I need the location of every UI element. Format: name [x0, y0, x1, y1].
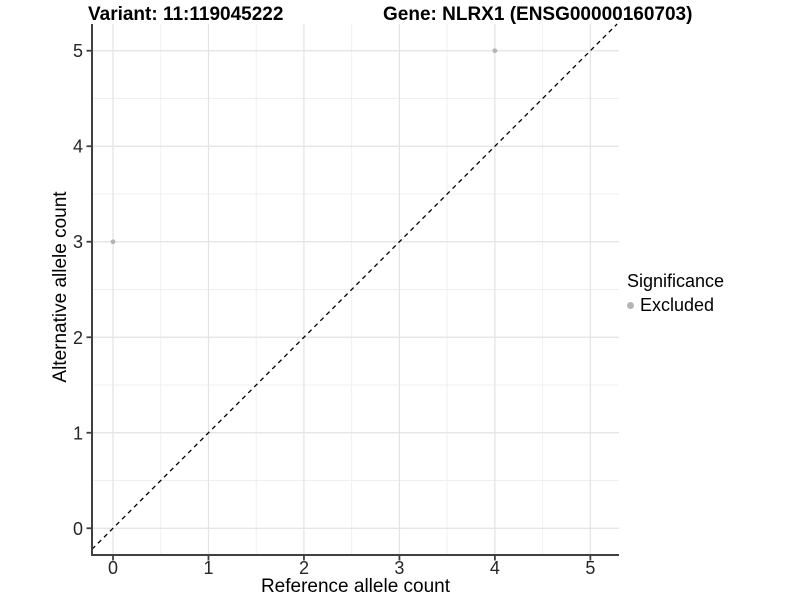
- y-tick-label: 0: [73, 519, 83, 539]
- legend-point-icon: [627, 302, 634, 309]
- plot-title-variant: Variant: 11:119045222: [88, 4, 284, 25]
- legend-item: Excluded: [627, 295, 724, 316]
- legend-item-label: Excluded: [640, 295, 715, 315]
- y-tick-label: 4: [73, 137, 83, 157]
- x-tick-label: 1: [203, 558, 213, 578]
- legend-title: Significance: [627, 271, 725, 291]
- data-point: [492, 48, 498, 54]
- y-tick-label: 1: [73, 423, 83, 443]
- y-tick-label: 5: [73, 41, 83, 61]
- data-point: [110, 239, 116, 245]
- x-tick-label: 4: [490, 558, 500, 578]
- identity-line: [91, 23, 618, 550]
- y-tick-label: 3: [73, 232, 83, 252]
- y-tick-label: 2: [73, 328, 83, 348]
- x-tick-label: 2: [299, 558, 309, 578]
- x-tick-label: 3: [394, 558, 404, 578]
- y-axis-title: Alternative allele count: [50, 191, 71, 383]
- x-tick-label: 5: [585, 558, 595, 578]
- x-tick-label: 0: [108, 558, 118, 578]
- legend: Significance Excluded: [627, 271, 724, 316]
- plot-title-gene: Gene: NLRX1 (ENSG00000160703): [383, 4, 693, 25]
- x-axis-title: Reference allele count: [260, 576, 451, 597]
